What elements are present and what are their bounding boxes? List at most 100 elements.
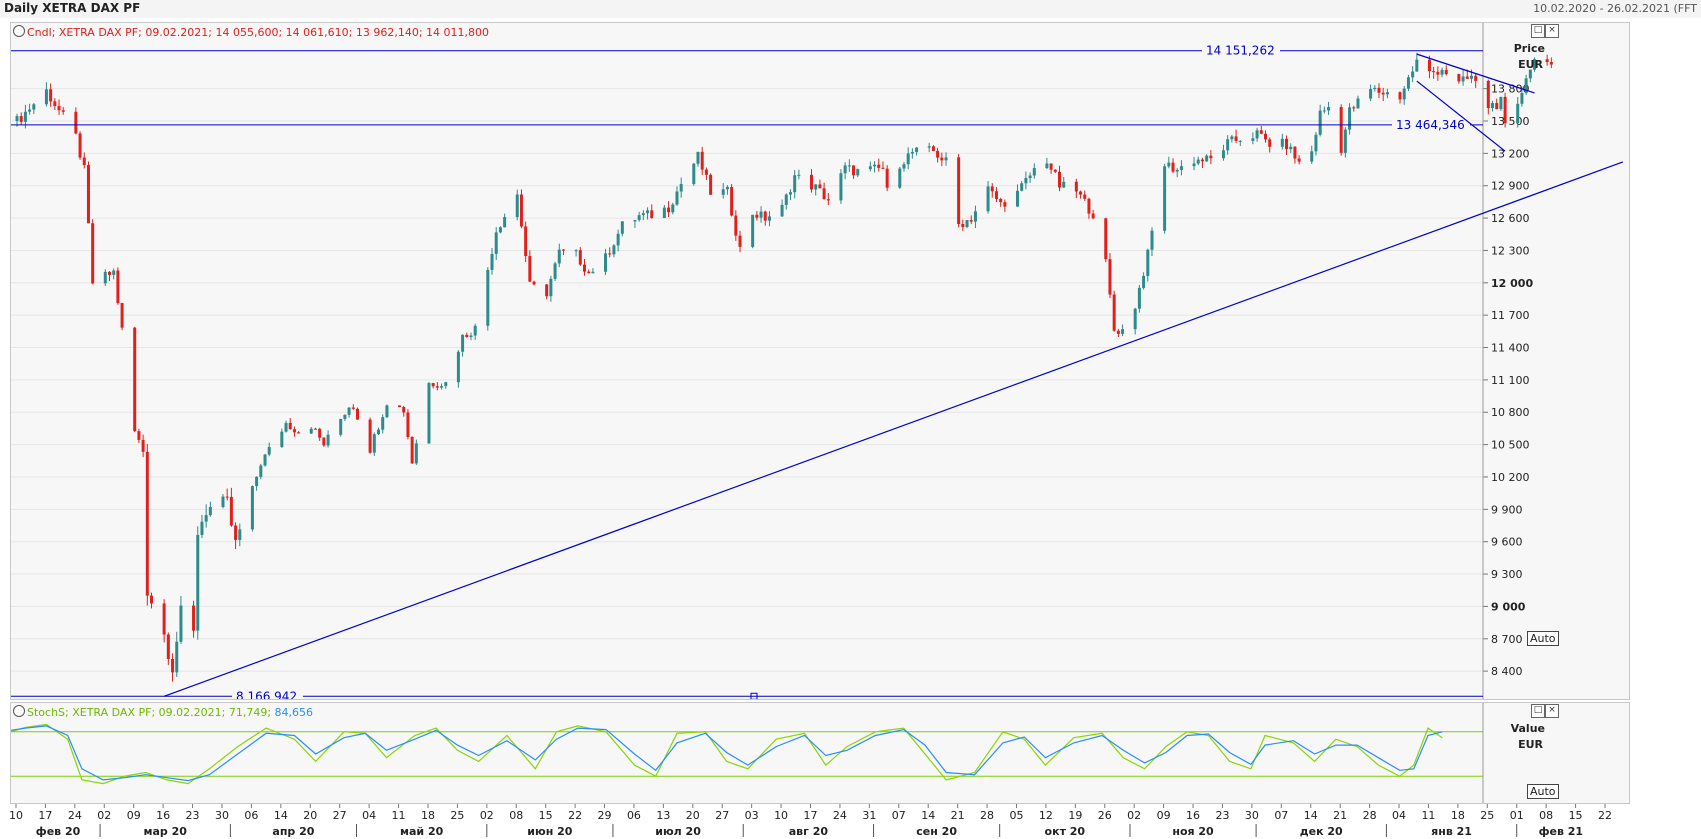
x-tick-label: 30 — [215, 809, 229, 822]
legend-clock-icon[interactable] — [13, 25, 25, 37]
candle-body — [1175, 169, 1179, 172]
candle-body — [612, 245, 616, 255]
candle-body — [381, 417, 385, 430]
candle-body — [969, 220, 973, 222]
price-panel[interactable]: 8 400 8 700 9 000 9 300 9 600 9 900 10 200 10 5… — [10, 22, 1630, 700]
candle-body — [347, 407, 351, 415]
candle-body — [1297, 158, 1301, 162]
price-auto-button[interactable]: Auto — [1527, 631, 1559, 646]
x-month-label: май 20 — [400, 825, 444, 838]
candle-body — [435, 386, 439, 388]
trend-line — [1416, 80, 1506, 152]
candle-body — [1179, 166, 1183, 170]
candle-body — [990, 186, 994, 192]
candle-body — [1322, 110, 1326, 112]
candle-body — [810, 174, 813, 190]
stoch-clock-icon[interactable] — [13, 705, 25, 717]
candle-body — [847, 165, 851, 167]
candle-body — [208, 507, 212, 516]
candle-body — [368, 419, 372, 453]
candle-body — [637, 215, 641, 221]
y-tick-label: 12 900 — [1491, 180, 1530, 193]
candle-body — [788, 192, 792, 195]
candle-body — [591, 271, 595, 274]
candle-body — [498, 227, 502, 233]
x-tick-label: 02 — [1127, 809, 1141, 822]
level-label: 8 166,942 — [236, 689, 297, 699]
x-tick-label: 22 — [1598, 809, 1612, 822]
price-legend: Cndl; XETRA DAX PF; 09.02.2021; 14 055,6… — [13, 25, 489, 39]
x-tick-label: 16 — [1186, 809, 1200, 822]
x-tick-label: 11 — [392, 809, 406, 822]
candle-body — [898, 168, 902, 188]
level-label-bg — [232, 689, 303, 699]
candle-body — [107, 271, 111, 275]
candle-body — [103, 271, 107, 284]
value-auto-button[interactable]: Auto — [1527, 784, 1559, 799]
candle-body — [1495, 103, 1499, 110]
candle-body — [1381, 92, 1385, 95]
x-tick-label: 10 — [9, 809, 23, 822]
candle-body — [1167, 162, 1171, 167]
price-chart[interactable]: 8 400 8 700 9 000 9 300 9 600 9 900 10 200 10 5… — [11, 23, 1629, 699]
candle-body — [1200, 159, 1204, 162]
candle-body — [1045, 163, 1049, 169]
x-month-label: янв 21 — [1431, 825, 1472, 838]
candle-body — [1268, 139, 1272, 147]
candle-body — [427, 383, 431, 444]
candle-body — [1264, 133, 1267, 140]
candle-body — [1356, 98, 1360, 109]
stoch-maximize-icon[interactable]: □ — [1531, 704, 1545, 718]
candle-body — [1104, 218, 1108, 260]
candle-body — [1074, 181, 1078, 192]
x-tick-label: 07 — [892, 809, 906, 822]
x-tick-label: 21 — [1333, 809, 1347, 822]
candle-body — [994, 191, 998, 199]
price-close-icon[interactable]: × — [1545, 24, 1559, 38]
candle-body — [1087, 198, 1091, 214]
candle-body — [797, 174, 801, 176]
candle-body — [473, 325, 477, 336]
candle-body — [343, 414, 347, 419]
x-tick-label: 10 — [774, 809, 788, 822]
x-tick-label: 23 — [1215, 809, 1229, 822]
candle-body — [793, 175, 797, 193]
stoch-k-line — [11, 723, 1443, 785]
candle-body — [1259, 130, 1263, 134]
candle-body — [351, 407, 355, 409]
candle-body — [225, 496, 229, 498]
candle-body — [255, 476, 259, 487]
candle-body — [650, 210, 654, 219]
time-axis[interactable]: 10 17 24 02 09 16 23 30 06 14 20 27 04 11 18 25 02 08 15 22… — [0, 804, 1701, 839]
candle-body — [166, 634, 170, 659]
candle-body — [1314, 134, 1318, 152]
candle-body — [1116, 330, 1120, 334]
chart-header: Daily XETRA DAX PF 10.02.2020 - 26.02.20… — [0, 0, 1701, 18]
y-tick-label: 10 200 — [1491, 471, 1530, 484]
candle-body — [234, 525, 238, 540]
stochastic-chart[interactable] — [11, 703, 1629, 803]
candle-body — [356, 408, 359, 420]
candle-body — [322, 437, 326, 446]
candle-body — [116, 270, 120, 303]
candle-body — [1058, 171, 1062, 188]
candle-body — [549, 278, 553, 297]
x-tick-label: 11 — [1421, 809, 1435, 822]
stochastic-panel[interactable]: StochS; XETRA DAX PF; 09.02.2021; 71,749… — [10, 702, 1630, 804]
candle-body — [843, 165, 847, 174]
candle-body — [196, 534, 200, 631]
candle-body — [133, 327, 137, 432]
stoch-close-icon[interactable]: × — [1545, 704, 1559, 718]
candle-body — [608, 253, 612, 255]
candle-body — [1406, 77, 1410, 89]
candle-body — [1402, 88, 1406, 100]
x-tick-label: 08 — [509, 809, 523, 822]
price-maximize-icon[interactable]: □ — [1531, 24, 1545, 38]
x-tick-label: 24 — [68, 809, 82, 822]
candle-body — [313, 428, 317, 430]
x-tick-label: 20 — [686, 809, 700, 822]
candle-body — [200, 521, 204, 535]
candle-body — [738, 235, 742, 247]
x-tick-label: 18 — [421, 809, 435, 822]
candle-body — [23, 111, 27, 122]
